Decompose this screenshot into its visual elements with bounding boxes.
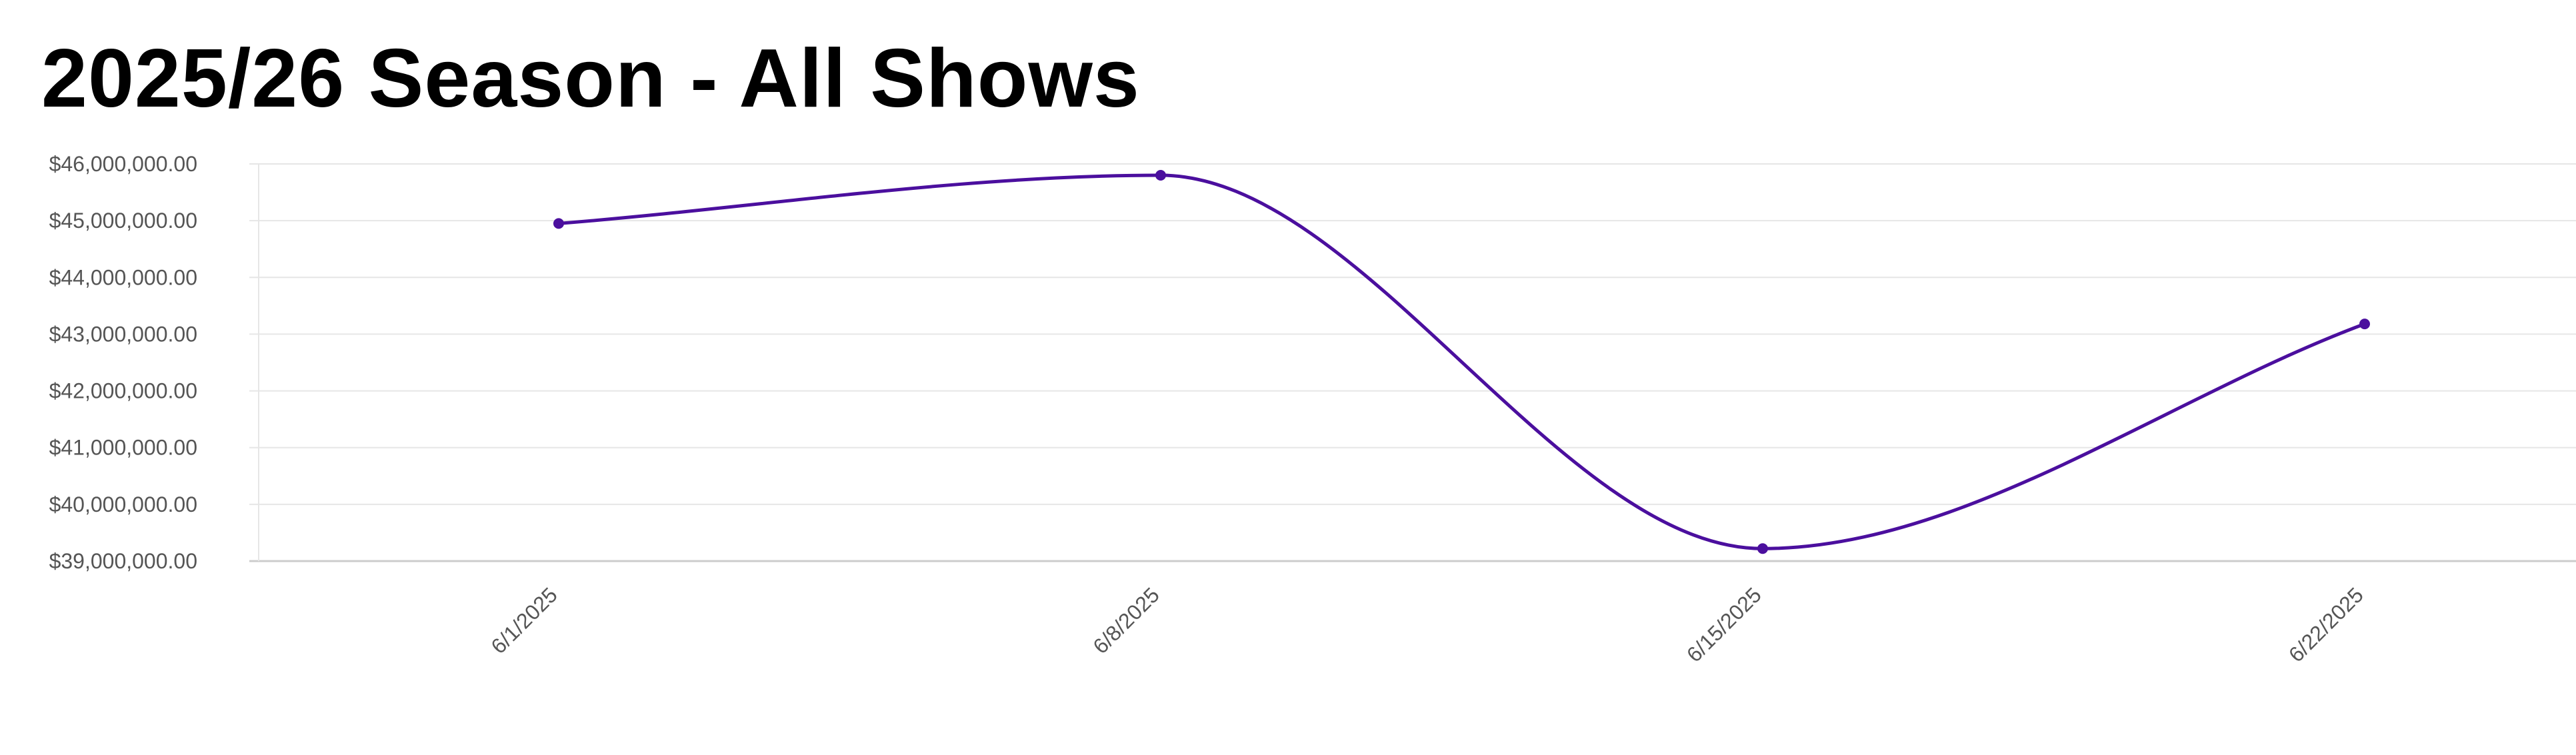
y-tick-label: $44,000,000.00 <box>49 265 197 289</box>
y-tick-label: $39,000,000.00 <box>49 549 197 573</box>
gridlines <box>249 163 2576 562</box>
x-tick-label: 6/8/2025 <box>1088 582 1164 658</box>
data-point[interactable] <box>553 218 564 229</box>
data-point[interactable] <box>1757 543 1768 554</box>
y-tick-label: $42,000,000.00 <box>49 379 197 403</box>
data-point[interactable] <box>2359 319 2370 330</box>
x-tick-label: 6/15/2025 <box>1682 582 1766 666</box>
series-layer <box>553 170 2370 554</box>
series-line <box>558 173 2365 550</box>
y-tick-label: $40,000,000.00 <box>49 492 197 516</box>
y-tick-label: $41,000,000.00 <box>49 436 197 460</box>
data-point[interactable] <box>1155 170 1166 181</box>
x-tick-label: 6/1/2025 <box>486 582 562 658</box>
page-title: 2025/26 Season - All Shows <box>41 33 1140 125</box>
x-axis-tick-labels: 6/1/2025 6/8/2025 6/15/2025 6/22/2025 <box>486 582 2368 666</box>
x-tick-label: 6/22/2025 <box>2284 582 2368 666</box>
y-tick-label: $45,000,000.00 <box>49 209 197 233</box>
y-tick-label: $43,000,000.00 <box>49 322 197 346</box>
y-axis-tick-labels: $39,000,000.00 $40,000,000.00 $41,000,000.… <box>49 152 197 573</box>
y-tick-label: $46,000,000.00 <box>49 152 197 176</box>
